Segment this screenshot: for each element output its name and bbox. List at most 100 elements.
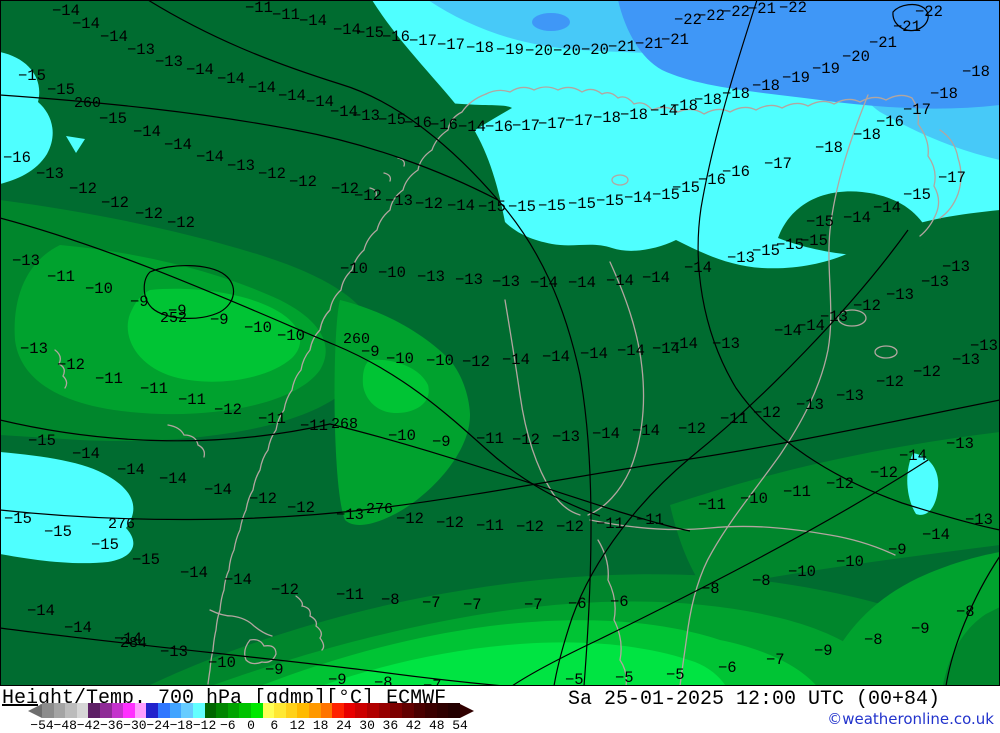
temp-label: −12 [354,187,382,205]
temp-label: −13 [712,335,740,353]
temp-label: −12 [826,475,854,493]
temp-label: −12 [258,165,286,183]
temp-label: −15 [538,197,566,215]
height-label: 276 [366,501,393,518]
temp-label: −14 [606,272,634,290]
temp-label: −11 [300,417,328,435]
color-scale-tick: −54 [30,718,54,733]
colorbar-segment [297,703,310,718]
temp-label: −14 [843,209,871,227]
temp-label: −13 [385,192,413,210]
temp-label: −15 [903,186,931,204]
height-label: 276 [108,516,135,533]
colorbar-segment [436,703,449,718]
temp-label: −21 [635,35,663,53]
temp-label: −14 [196,148,224,166]
temp-label: −16 [698,171,726,189]
temp-label: −14 [224,571,252,589]
temp-label: −22 [697,7,725,25]
temp-label: −15 [91,536,119,554]
temp-label: −11 [783,483,811,501]
forecast-datetime: Sa 25-01-2025 12:00 UTC (00+84) [568,688,941,711]
temp-label: −15 [800,232,828,250]
temp-label: −14 [100,28,128,46]
temp-label: −18 [593,109,621,127]
temp-label: −6 [718,659,737,677]
colorbar-segments [42,703,460,718]
temp-label: −15 [378,111,406,129]
temp-label: −15 [44,523,72,541]
temp-label: −17 [903,101,931,119]
temp-label: −11 [245,0,273,17]
temp-label: −12 [436,514,464,532]
temp-label: −10 [378,264,406,282]
temp-label: −19 [812,60,840,78]
temp-label: −15 [596,192,624,210]
temp-label: −15 [508,198,536,216]
temp-label: −15 [4,510,32,528]
temp-label: −6 [568,595,587,613]
colorbar-segment [390,703,402,718]
temp-label: −13 [796,396,824,414]
temp-label: −13 [417,268,445,286]
temp-label: −12 [512,431,540,449]
copyright-watermark: ©weatheronline.co.uk [827,710,994,728]
temp-label: −9 [265,661,284,679]
temp-label: −14 [624,189,652,207]
temp-label: −19 [782,69,810,87]
temp-label: −8 [381,591,400,609]
temp-label: −14 [922,526,950,544]
temp-label: −13 [836,387,864,405]
temp-label: −14 [278,87,306,105]
temp-label: −7 [524,596,543,614]
color-scale-tick: −42 [76,718,101,733]
temp-label: −14 [632,422,660,440]
temp-label: −18 [694,91,722,109]
color-scale-tick: −6 [219,718,236,733]
temp-label: −15 [47,81,75,99]
colorbar-segment [42,703,54,718]
colorbar-segment [53,703,66,718]
temp-label: −14 [164,136,192,154]
temp-label: −7 [766,651,785,669]
coastlines [54,86,962,686]
colorbar-segment [320,703,333,718]
temp-label: −15 [478,198,506,216]
temp-label: −15 [652,186,680,204]
temp-label: −15 [28,432,56,450]
colorbar-segment [274,703,286,718]
colorbar-segment [65,703,77,718]
colorbar-segment [309,703,321,718]
temp-label: −20 [842,48,870,66]
temp-label: −11 [476,430,504,448]
temp-label: −12 [214,401,242,419]
color-scale-tick: 42 [405,718,422,733]
temp-label: −10 [244,319,272,337]
color-scale-tick: 18 [312,718,329,733]
temp-label: −12 [678,420,706,438]
temp-label: −14 [774,322,802,340]
temp-label: −14 [117,461,145,479]
temp-label: −11 [95,370,123,388]
temp-label: −15 [776,236,804,254]
temp-label: −15 [752,242,780,260]
color-scale-tick: −30 [123,718,147,733]
temp-label: −14 [592,425,620,443]
temp-label: −20 [553,42,581,60]
temp-label: −22 [674,11,702,29]
temp-label: −20 [525,42,553,60]
temp-label: −14 [159,470,187,488]
temp-label: −17 [409,32,437,50]
temp-label: −14 [306,93,334,111]
temp-label: −11 [178,391,206,409]
temp-label: −18 [466,39,494,57]
temp-label: −13 [820,308,848,326]
temp-label: −13 [227,157,255,175]
colorbar-segment [134,703,147,718]
temp-label: −5 [666,666,685,684]
temp-label: −11 [698,496,726,514]
temp-label: −14 [204,481,232,499]
colorbar-segment [332,703,344,718]
temp-label: −21 [608,38,636,56]
